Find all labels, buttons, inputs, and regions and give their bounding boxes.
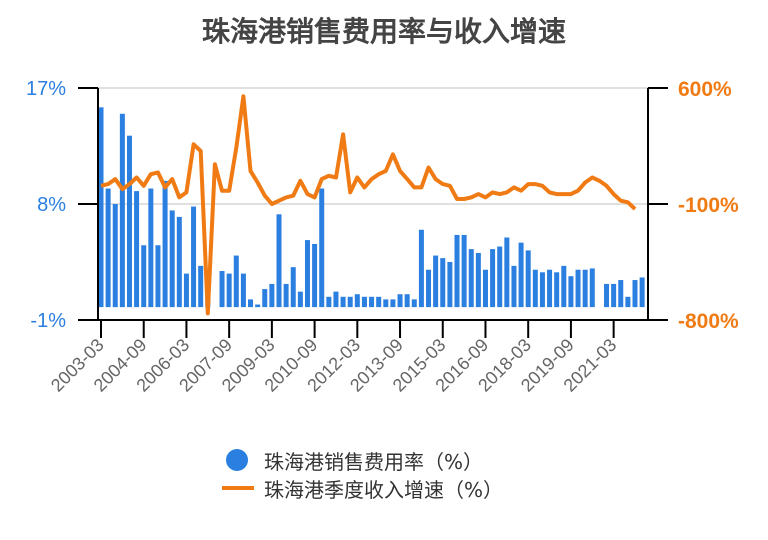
- bar[interactable]: [518, 242, 524, 308]
- bar[interactable]: [119, 113, 125, 308]
- bar[interactable]: [554, 272, 560, 308]
- bar[interactable]: [297, 291, 303, 308]
- bar[interactable]: [198, 265, 204, 308]
- legend-label: 珠海港销售费用率（%）: [264, 449, 484, 474]
- bar[interactable]: [618, 280, 624, 308]
- bar[interactable]: [112, 204, 118, 308]
- bar[interactable]: [276, 214, 282, 308]
- bar[interactable]: [290, 267, 296, 308]
- right-tick-label: -100%: [678, 194, 739, 217]
- bar[interactable]: [333, 291, 339, 308]
- left-tick-label: 8%: [37, 194, 66, 216]
- bar[interactable]: [347, 296, 353, 308]
- bar[interactable]: [568, 276, 574, 308]
- bar[interactable]: [141, 245, 147, 308]
- bar[interactable]: [283, 283, 289, 308]
- bar[interactable]: [191, 206, 197, 308]
- bar[interactable]: [219, 271, 225, 308]
- bar[interactable]: [454, 234, 460, 308]
- bar[interactable]: [575, 269, 581, 308]
- bar[interactable]: [390, 299, 396, 308]
- bar[interactable]: [262, 289, 268, 308]
- bar[interactable]: [426, 269, 432, 308]
- bar[interactable]: [532, 269, 538, 308]
- bar[interactable]: [312, 243, 318, 308]
- bar[interactable]: [226, 273, 232, 308]
- bar[interactable]: [589, 268, 595, 308]
- bar[interactable]: [604, 283, 610, 308]
- bar[interactable]: [461, 234, 467, 308]
- bar[interactable]: [176, 216, 182, 308]
- left-tick-label: 17%: [26, 78, 66, 100]
- bar[interactable]: [126, 135, 132, 308]
- bar[interactable]: [169, 210, 175, 308]
- bar[interactable]: [354, 294, 360, 308]
- bar[interactable]: [183, 273, 189, 308]
- chart-plot: 17%8%-1%600%-100%-800%2003-032004-092006…: [26, 78, 739, 396]
- bar[interactable]: [148, 188, 154, 308]
- bar[interactable]: [361, 296, 367, 308]
- bar[interactable]: [411, 299, 417, 308]
- bar[interactable]: [376, 296, 382, 308]
- bar[interactable]: [639, 277, 645, 308]
- bar[interactable]: [511, 265, 517, 308]
- bar[interactable]: [632, 280, 638, 308]
- revenue-growth-line[interactable]: [100, 94, 637, 316]
- bar[interactable]: [404, 294, 410, 308]
- legend-item-revenue-growth[interactable]: 珠海港季度收入增速（%）: [222, 474, 503, 502]
- legend-label: 珠海港季度收入增速（%）: [264, 477, 504, 502]
- bar[interactable]: [440, 258, 446, 308]
- bar[interactable]: [326, 296, 332, 308]
- bar[interactable]: [525, 250, 531, 308]
- left-tick-label: -1%: [30, 310, 66, 332]
- bar[interactable]: [255, 304, 261, 308]
- bar[interactable]: [155, 245, 161, 308]
- bar[interactable]: [468, 249, 474, 308]
- bar[interactable]: [304, 240, 310, 308]
- bar[interactable]: [611, 283, 617, 308]
- bar[interactable]: [248, 299, 254, 308]
- bar[interactable]: [490, 249, 496, 308]
- bar[interactable]: [340, 296, 346, 308]
- bar[interactable]: [497, 246, 503, 308]
- bar[interactable]: [625, 296, 631, 308]
- legend: 珠海港销售费用率（%） 珠海港季度收入增速（%）: [222, 446, 503, 502]
- bar[interactable]: [547, 269, 553, 308]
- legend-line-icon: [222, 486, 254, 490]
- legend-dot-icon: [226, 449, 248, 471]
- bar[interactable]: [240, 273, 246, 308]
- bar[interactable]: [383, 299, 389, 308]
- bar[interactable]: [269, 283, 275, 308]
- right-tick-label: 600%: [678, 78, 732, 101]
- bar[interactable]: [482, 269, 488, 308]
- bar[interactable]: [418, 229, 424, 308]
- bar[interactable]: [447, 262, 453, 308]
- bar[interactable]: [233, 255, 239, 308]
- bar[interactable]: [433, 255, 439, 308]
- bar[interactable]: [98, 107, 104, 308]
- bar[interactable]: [134, 191, 140, 308]
- chart-title: 珠海港销售费用率与收入增速: [201, 15, 566, 48]
- right-tick-label: -800%: [678, 310, 739, 333]
- bar[interactable]: [475, 252, 481, 308]
- bar[interactable]: [397, 294, 403, 308]
- legend-item-expense-rate[interactable]: 珠海港销售费用率（%）: [222, 446, 503, 474]
- bar[interactable]: [319, 188, 325, 308]
- bar[interactable]: [369, 296, 375, 308]
- bar[interactable]: [561, 265, 567, 308]
- bar[interactable]: [105, 188, 111, 308]
- bar[interactable]: [582, 269, 588, 308]
- bar[interactable]: [162, 180, 168, 308]
- bar[interactable]: [539, 272, 545, 308]
- bar[interactable]: [504, 237, 510, 308]
